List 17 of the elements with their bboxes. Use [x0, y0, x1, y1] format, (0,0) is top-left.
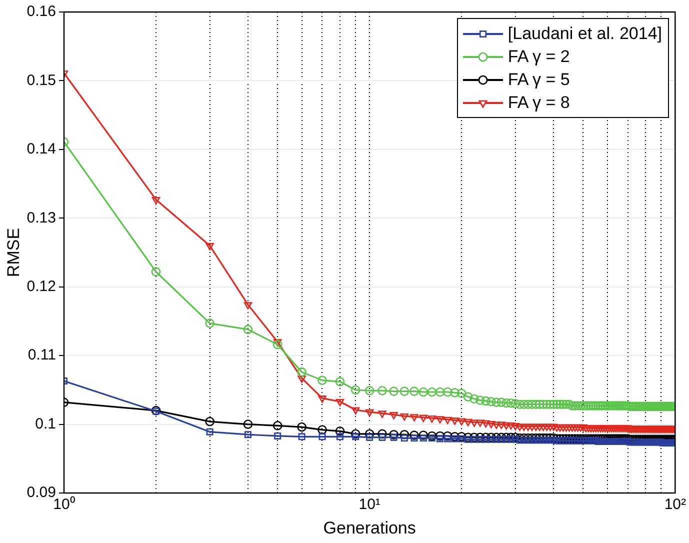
- y-tick-label: 0.14: [26, 140, 56, 158]
- legend-label: FA γ = 5: [508, 69, 570, 91]
- y-tick-label: 0.11: [28, 346, 56, 364]
- legend-label: FA γ = 2: [508, 46, 570, 68]
- x-axis-title: Generations: [323, 518, 416, 538]
- legend-label: FA γ = 8: [508, 92, 570, 114]
- y-tick-label: 0.1: [35, 415, 56, 432]
- x-tick-label: 10¹: [358, 496, 380, 514]
- y-tick-label: 0.15: [26, 72, 56, 89]
- y-tick-label: 0.12: [26, 278, 56, 295]
- legend-label: [Laudani et al. 2014]: [508, 23, 662, 45]
- y-tick-label: 0.13: [26, 209, 56, 226]
- x-tick-label: 10⁰: [53, 496, 75, 514]
- y-tick-label: 0.16: [26, 3, 56, 20]
- x-tick-label: 10²: [664, 496, 686, 514]
- y-tick-label: 0.09: [26, 484, 56, 502]
- y-axis-title: RMSE: [4, 228, 23, 278]
